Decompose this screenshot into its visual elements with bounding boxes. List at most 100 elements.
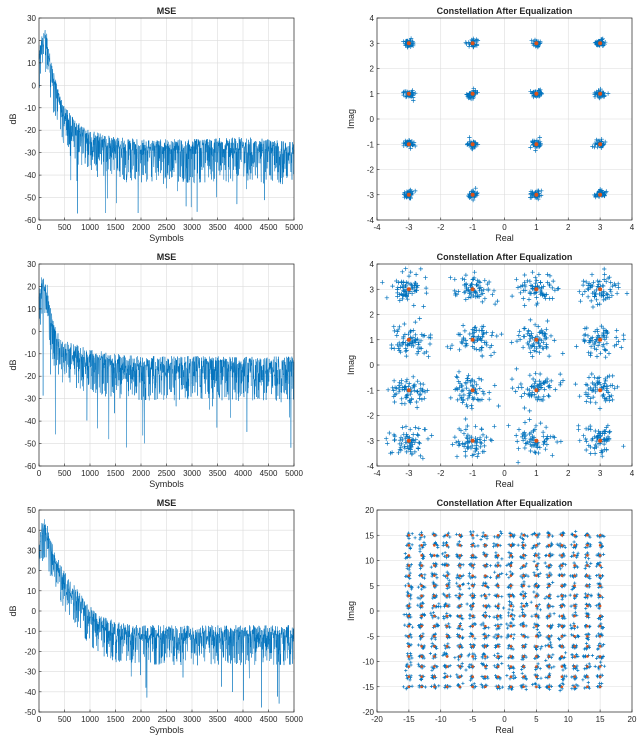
- ideal-point: [598, 438, 603, 443]
- ideal-point: [420, 634, 423, 638]
- ideal-point: [458, 584, 462, 588]
- ideal-point: [407, 533, 411, 537]
- ideal-point: [458, 645, 462, 648]
- ideal-point: [547, 564, 551, 567]
- ideal-point: [522, 655, 525, 658]
- x-tick-label: -5: [469, 715, 477, 724]
- ideal-point: [445, 685, 449, 689]
- ideal-point: [535, 685, 538, 689]
- ideal-point: [496, 665, 500, 668]
- ideal-point: [484, 554, 487, 557]
- ideal-point: [406, 388, 411, 393]
- x-tick-label: 1500: [107, 469, 125, 478]
- ideal-point: [547, 614, 551, 618]
- y-tick-label: -4: [367, 216, 375, 225]
- ideal-point: [560, 675, 564, 678]
- x-tick-label: -4: [373, 223, 381, 232]
- ideal-point: [484, 624, 487, 628]
- y-tick-label: -4: [367, 462, 375, 471]
- ideal-point: [484, 614, 487, 618]
- x-tick-label: -10: [435, 715, 447, 724]
- ideal-point: [560, 614, 564, 618]
- ideal-point: [484, 645, 487, 648]
- x-tick-label: 5000: [285, 715, 303, 724]
- x-tick-label: -4: [373, 469, 381, 478]
- x-tick-label: 4: [630, 469, 635, 478]
- ideal-point: [471, 564, 474, 567]
- ideal-point: [458, 604, 462, 608]
- ideal-point: [407, 554, 411, 557]
- ideal-point: [598, 645, 602, 648]
- ideal-point: [406, 91, 411, 96]
- x-tick-label: 2000: [132, 715, 150, 724]
- ideal-point: [560, 685, 564, 689]
- ideal-point: [471, 594, 474, 598]
- ideal-point: [445, 554, 449, 557]
- ideal-point: [484, 544, 487, 547]
- ideal-point: [496, 624, 500, 628]
- chart-title: MSE: [157, 252, 177, 262]
- ideal-point: [509, 584, 513, 588]
- ideal-point: [458, 675, 462, 678]
- ideal-point: [534, 91, 539, 96]
- ideal-point: [547, 544, 551, 547]
- ideal-point: [407, 665, 411, 668]
- x-tick-label: 1: [534, 223, 539, 232]
- x-tick-label: 2500: [158, 715, 176, 724]
- y-tick-label: 30: [27, 546, 36, 555]
- y-tick-label: 10: [27, 59, 36, 68]
- ideal-point: [471, 675, 474, 678]
- ideal-point: [420, 614, 423, 618]
- ideal-point: [598, 533, 602, 537]
- ideal-point: [509, 624, 513, 628]
- ideal-point: [420, 665, 423, 668]
- ideal-point: [445, 594, 449, 598]
- ideal-point: [547, 624, 551, 628]
- ideal-point: [484, 564, 487, 567]
- ideal-point: [509, 574, 513, 577]
- ideal-point: [445, 624, 449, 628]
- ideal-point: [535, 554, 538, 557]
- ideal-point: [573, 624, 576, 628]
- y-tick-label: 10: [365, 557, 374, 566]
- ideal-point: [586, 544, 589, 547]
- ideal-point: [522, 624, 525, 628]
- ideal-point: [509, 665, 513, 668]
- ideal-point: [522, 564, 525, 567]
- chart-1: 0 500 1000 1500 2000 2500 3000 3500 4000 4500 5000…: [8, 6, 303, 243]
- ideal-point: [458, 614, 462, 618]
- ideal-point: [496, 544, 500, 547]
- x-tick-label: 1000: [81, 715, 99, 724]
- ideal-point: [535, 594, 538, 598]
- ideal-point: [573, 665, 576, 668]
- mse-line: [38, 30, 295, 214]
- ideal-point: [547, 604, 551, 608]
- ideal-point: [471, 554, 474, 557]
- x-tick-label: 3500: [209, 223, 227, 232]
- ideal-point: [496, 614, 500, 618]
- y-tick-label: -50: [24, 194, 36, 203]
- y-tick-label: -40: [24, 171, 36, 180]
- y-tick-label: -10: [24, 627, 36, 636]
- ideal-point: [471, 634, 474, 638]
- ideal-point: [407, 685, 411, 689]
- ideal-point: [598, 564, 602, 567]
- ideal-point: [573, 685, 576, 689]
- ideal-point: [458, 624, 462, 628]
- ideal-point: [535, 544, 538, 547]
- x-tick-label: -2: [437, 469, 445, 478]
- ideal-point: [433, 584, 436, 588]
- ideal-point: [547, 634, 551, 638]
- x-tick-label: 5: [534, 715, 539, 724]
- ideal-point: [496, 675, 500, 678]
- ideal-point: [406, 192, 411, 197]
- ideal-point: [471, 655, 474, 658]
- ideal-point: [433, 655, 436, 658]
- ideal-point: [586, 604, 589, 608]
- chart-title: Constellation After Equalization: [437, 498, 573, 508]
- ideal-point: [522, 645, 525, 648]
- ideal-point: [407, 675, 411, 678]
- ideal-point: [496, 655, 500, 658]
- ideal-point: [522, 594, 525, 598]
- y-tick-label: -10: [24, 350, 36, 359]
